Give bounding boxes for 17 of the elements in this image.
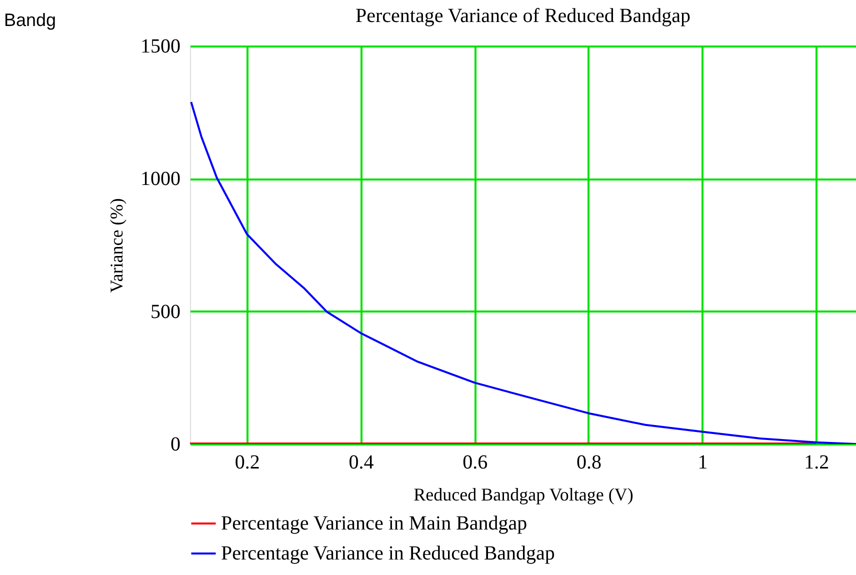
y-tick-label: 1500 (140, 36, 180, 58)
y-axis-title: Variance (%) (106, 198, 126, 293)
x-tick-label: 1.2 (804, 452, 830, 474)
x-axis-title: Reduced Bandgap Voltage (V) (414, 484, 634, 504)
x-tick-label: 0.2 (234, 452, 260, 474)
text: Bandg (4, 10, 56, 30)
y-tick-label: 500 (150, 300, 180, 323)
x-tick-label: 0.4 (348, 452, 374, 474)
y-tick-label: 0 (170, 434, 180, 456)
x-tick-label: 0.6 (462, 452, 488, 474)
y-tick-label: 1000 (140, 168, 180, 190)
x-tick-label: 0.8 (576, 452, 602, 474)
legend-label: Percentage Variance in Main Bandgap (221, 512, 528, 534)
x-tick-label: 1 (698, 452, 708, 474)
legend-label: Percentage Variance in Reduced Bandgap (221, 542, 555, 564)
chart-title: Percentage Variance of Reduced Bandgap (355, 5, 691, 27)
line-series (190, 100, 856, 444)
